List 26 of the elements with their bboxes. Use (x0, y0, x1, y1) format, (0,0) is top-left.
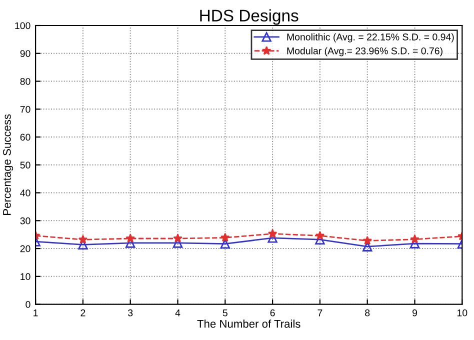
x-tick-label: 3 (128, 309, 133, 316)
chart-title: HDS Designs (200, 9, 298, 25)
x-tick-label: 1 (34, 310, 38, 316)
y-tick-label: 70 (20, 106, 30, 113)
y-tick-label: 10 (20, 273, 30, 280)
legend-label: Modular (Avg.= 23.96% S.D. = 0.76) (287, 47, 442, 56)
legend-label: Monolithic (Avg. = 22.15% S.D. = 0.94) (287, 33, 454, 42)
x-tick-label: 10 (457, 309, 468, 316)
x-tick-label: 5 (222, 310, 228, 316)
x-tick-label: 7 (318, 310, 322, 316)
y-tick-label: 40 (20, 190, 30, 196)
x-tick-label: 9 (412, 309, 417, 316)
y-tick-label: 80 (20, 78, 30, 85)
x-tick-label: 6 (270, 309, 275, 316)
y-tick-label: 90 (20, 50, 30, 57)
y-tick-label: 30 (20, 217, 30, 224)
y-tick-label: 60 (20, 134, 30, 141)
y-tick-label: 50 (20, 162, 30, 169)
x-tick-label: 4 (175, 310, 180, 316)
y-tick-label: 0 (26, 301, 30, 308)
y-tick-label: 20 (20, 245, 30, 252)
y-tick-label: 100 (15, 22, 30, 30)
x-tick-label: 8 (365, 309, 370, 316)
x-tick-label: 2 (80, 309, 86, 316)
x-axis-title: The Number of Trails (197, 320, 300, 328)
y-axis-title: Percentage Success (3, 114, 14, 215)
